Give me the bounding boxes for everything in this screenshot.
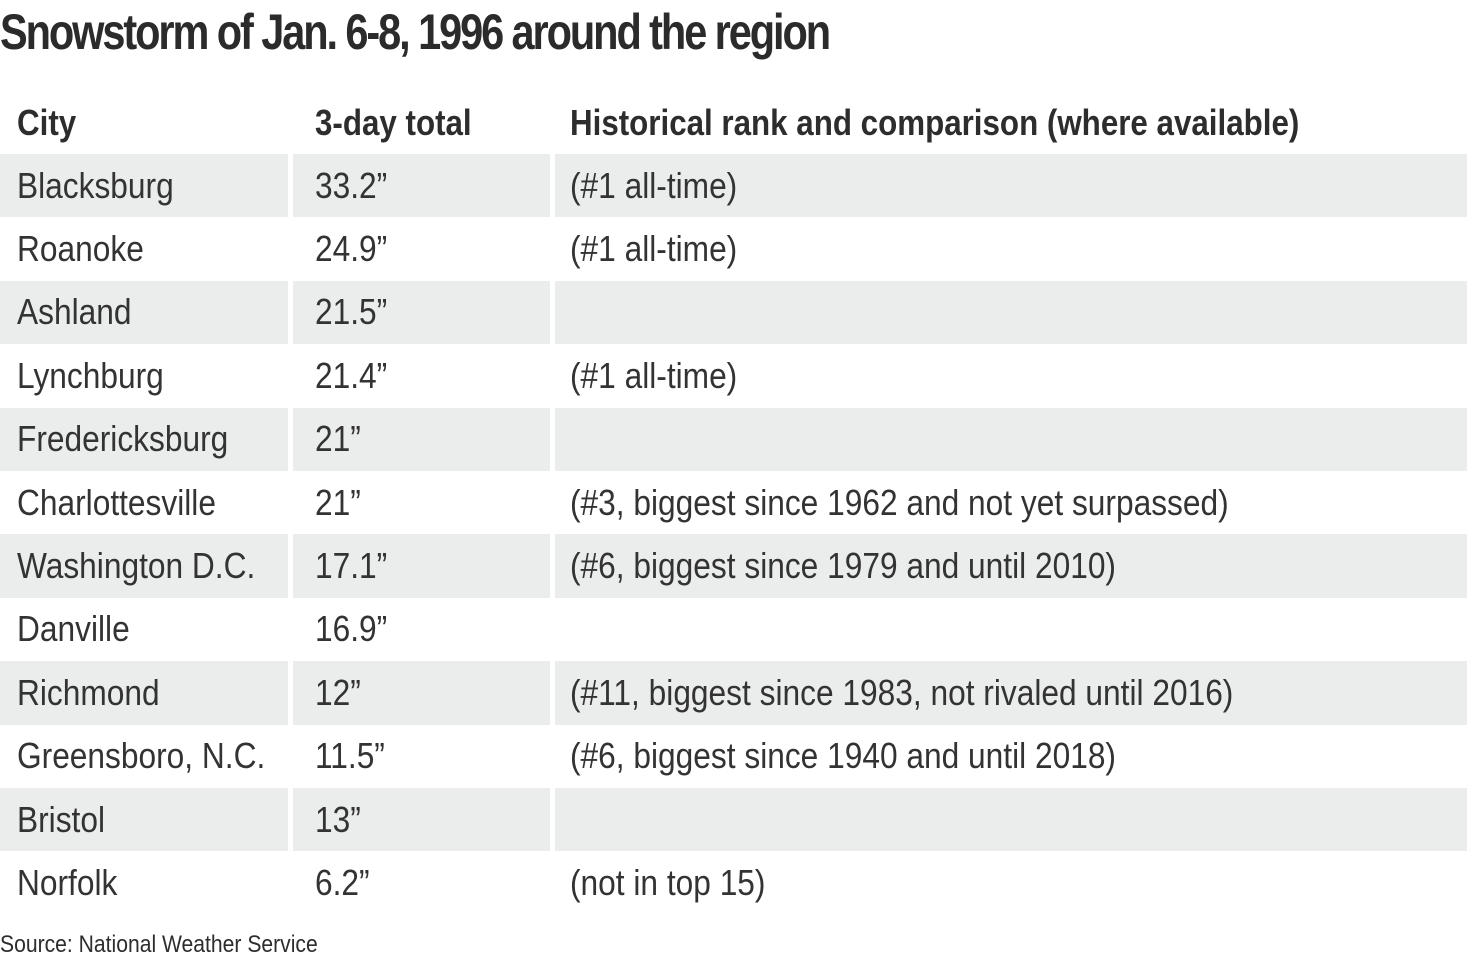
total-cell: 16.9” [315, 608, 388, 650]
table-row: Lynchburg 21.4” (#1 all-time) [0, 344, 1467, 407]
city-cell: Richmond [0, 661, 288, 725]
column-header-city: City [17, 102, 77, 143]
table-row: Richmond 12” (#11, biggest since 1983, not… [0, 661, 1467, 725]
rank-cell [555, 280, 1467, 345]
city-cell: Washington D.C. [0, 534, 288, 598]
table-row: Washington D.C. 17.1” (#6, biggest since 1… [0, 534, 1467, 598]
city-cell: Charlottesville [17, 481, 216, 523]
table-body: Blacksburg 33.2” (#1 all-time) Roanoke 24.9”… [0, 154, 1467, 915]
table-row: Norfolk 6.2” (not in top 15) [0, 851, 1467, 914]
rank-cell: (#11, biggest since 1983, not rivaled un… [555, 661, 1467, 725]
column-header-rank: Historical rank and comparison (where av… [570, 102, 1300, 143]
total-cell: 17.1” [293, 534, 550, 598]
rank-cell [555, 787, 1467, 852]
snowfall-table: City 3-day total Historical rank and com… [0, 90, 1467, 915]
table-row: Blacksburg 33.2” (#1 all-time) [0, 154, 1467, 218]
table-row: Ashland 21.5” [0, 280, 1467, 345]
table-row: Charlottesville 21” (#3, biggest since 196… [0, 471, 1467, 534]
city-cell: Bristol [0, 787, 288, 852]
city-cell: Roanoke [17, 228, 144, 270]
total-cell: 24.9” [315, 228, 388, 270]
city-cell: Ashland [0, 280, 288, 345]
city-cell: Blacksburg [0, 154, 288, 218]
column-header-total: 3-day total [315, 102, 472, 143]
total-cell: 21” [315, 481, 361, 523]
table-header-row: City 3-day total Historical rank and com… [0, 90, 1467, 154]
total-cell: 11.5” [315, 735, 385, 777]
city-cell: Danville [17, 608, 130, 650]
city-cell: Greensboro, N.C. [17, 735, 266, 777]
table-row: Bristol 13” [0, 787, 1467, 852]
rank-cell [555, 598, 1467, 661]
city-cell: Fredericksburg [0, 407, 288, 471]
rank-cell: (#3, biggest since 1962 and not yet surp… [570, 481, 1229, 523]
rank-cell: (#6, biggest since 1940 and until 2018) [570, 735, 1116, 777]
rank-cell: (#1 all-time) [570, 228, 738, 270]
table-row: Fredericksburg 21” [0, 407, 1467, 471]
table-row: Roanoke 24.9” (#1 all-time) [0, 217, 1467, 280]
rank-cell: (not in top 15) [570, 861, 766, 903]
total-cell: 12” [293, 661, 550, 725]
rank-cell: (#1 all-time) [570, 354, 738, 396]
total-cell: 13” [293, 787, 550, 852]
rank-cell [555, 407, 1467, 471]
total-cell: 21.4” [315, 354, 388, 396]
city-cell: Lynchburg [17, 354, 164, 396]
total-cell: 21.5” [293, 280, 550, 345]
rank-cell: (#6, biggest since 1979 and until 2010) [555, 534, 1467, 598]
total-cell: 21” [293, 407, 550, 471]
chart-title: Snowstorm of Jan. 6-8, 1996 around the r… [0, 4, 831, 60]
city-cell: Norfolk [17, 861, 118, 903]
total-cell: 6.2” [315, 861, 370, 903]
table-row: Danville 16.9” [0, 598, 1467, 661]
rank-cell: (#1 all-time) [555, 154, 1467, 218]
total-cell: 33.2” [293, 154, 550, 218]
source-note: Source: National Weather Service [0, 931, 318, 958]
table-row: Greensboro, N.C. 11.5” (#6, biggest since … [0, 725, 1467, 788]
